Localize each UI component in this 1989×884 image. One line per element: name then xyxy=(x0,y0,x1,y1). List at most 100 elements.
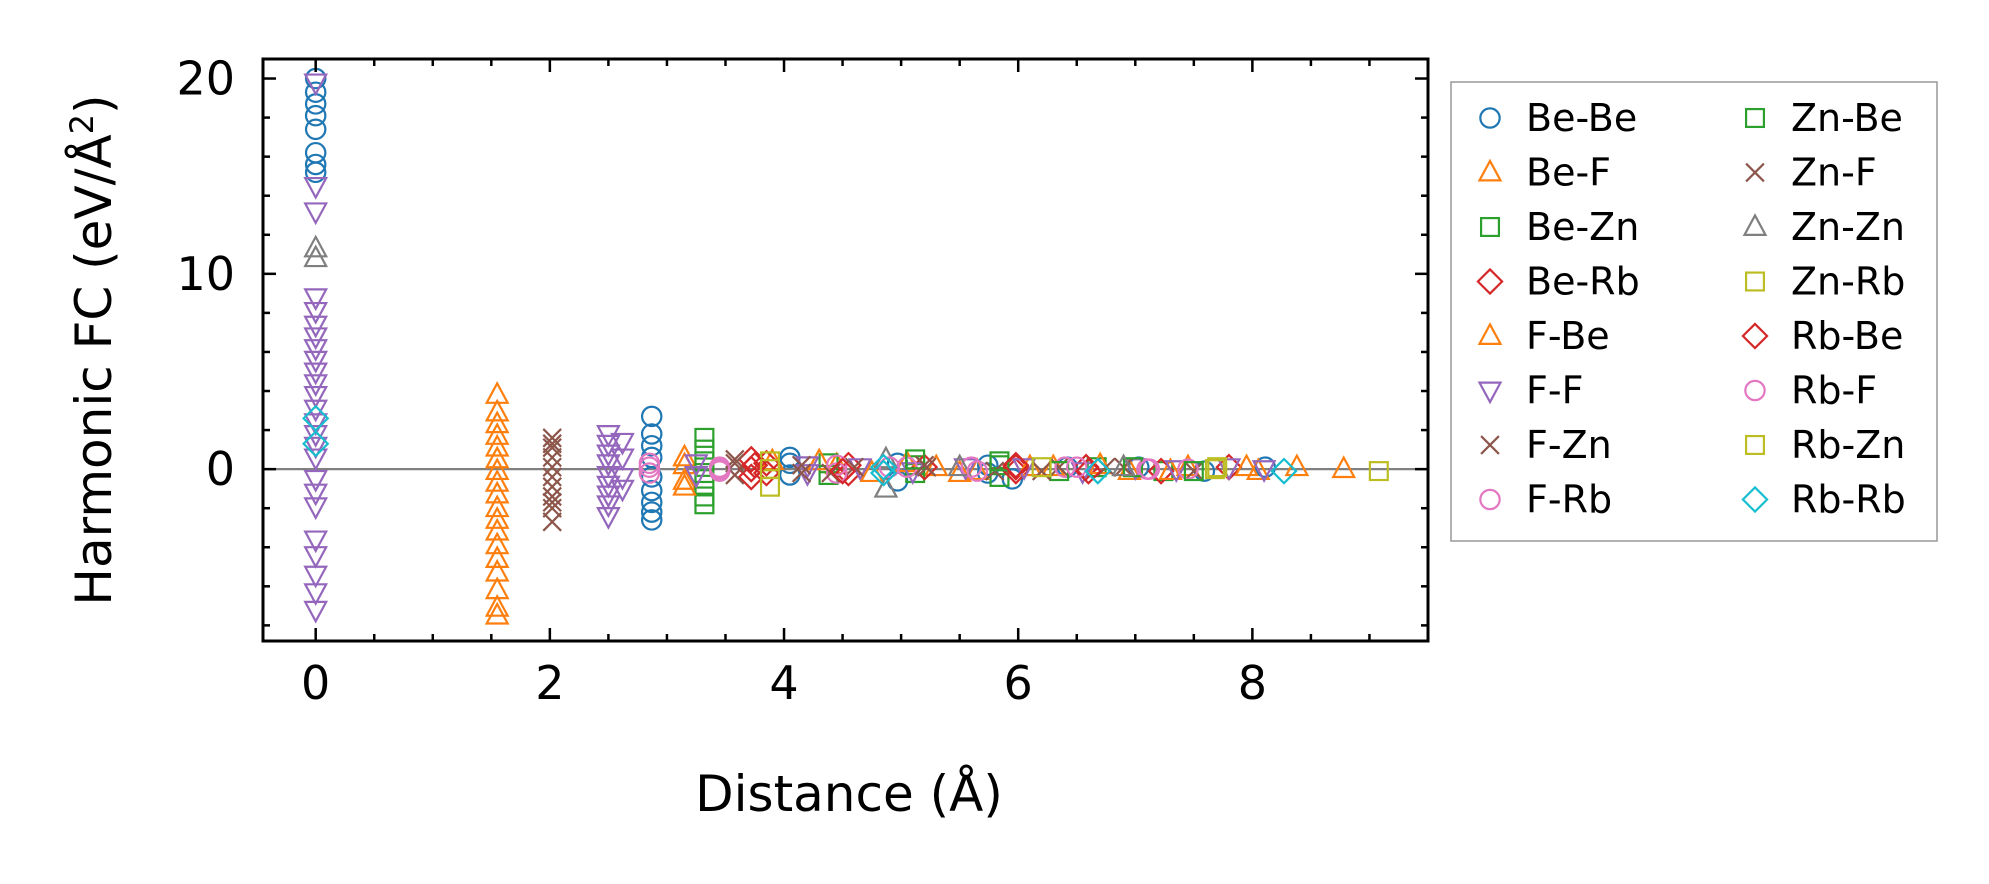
point-f-rb xyxy=(1054,456,1076,478)
legend-marker-rb-f xyxy=(1744,379,1766,402)
point-be-f xyxy=(484,517,510,541)
point-be-f xyxy=(484,433,510,457)
point-f-f xyxy=(596,495,621,519)
point-be-be xyxy=(304,104,327,127)
point-rb-rb xyxy=(869,453,898,481)
point-be-f xyxy=(1175,453,1201,477)
legend: Be-Be Be-F Be-Zn Be-Rb F-Be F-F F-Zn F-Rb Zn-Be Z… xyxy=(1476,96,1906,522)
point-f-f xyxy=(596,454,621,478)
legend-label-rb-rb: Rb-Rb xyxy=(1791,478,1906,522)
point-be-be xyxy=(640,491,663,514)
point-f-f xyxy=(303,362,329,386)
point-be-be xyxy=(304,118,327,141)
point-zn-f xyxy=(542,492,562,513)
point-be-f xyxy=(672,466,697,490)
point-f-f xyxy=(683,454,709,478)
point-zn-zn xyxy=(303,244,329,268)
point-f-f xyxy=(303,436,329,460)
point-zn-rb xyxy=(1204,459,1225,480)
x-tick-label: 4 xyxy=(769,656,798,710)
legend-marker-zn-be xyxy=(1744,107,1766,129)
y-axis-title-superscript: 2 xyxy=(63,114,101,134)
point-rb-be xyxy=(1002,451,1030,479)
point-be-zn xyxy=(694,494,715,515)
legend-label-f-rb: F-Rb xyxy=(1526,478,1612,522)
y-axis-title-close: ) xyxy=(65,94,123,114)
point-f-f xyxy=(303,583,329,607)
point-f-f xyxy=(303,385,329,409)
legend-marker-zn-rb xyxy=(1744,271,1766,292)
point-zn-be xyxy=(1183,461,1204,482)
point-f-f xyxy=(303,73,329,97)
legend-marker-be-f xyxy=(1477,158,1503,182)
point-be-f xyxy=(964,457,990,481)
point-zn-f xyxy=(821,463,841,483)
point-f-f xyxy=(303,327,329,351)
point-f-f xyxy=(303,350,329,374)
point-be-be xyxy=(304,93,327,115)
point-f-f xyxy=(303,315,329,339)
point-f-zn xyxy=(542,457,562,477)
point-rb-be xyxy=(828,457,857,485)
legend-label-be-f: Be-F xyxy=(1526,151,1611,195)
x-axis-title: Distance (Å) xyxy=(695,765,1003,823)
point-f-rb xyxy=(960,456,983,478)
point-f-f xyxy=(303,288,329,312)
point-f-be xyxy=(1158,457,1183,481)
y-tick-label: 0 xyxy=(206,442,235,496)
point-be-be xyxy=(976,454,999,476)
point-rb-rb xyxy=(869,459,898,487)
point-f-zn xyxy=(542,512,562,532)
point-f-f xyxy=(303,497,329,521)
legend-label-zn-f: Zn-F xyxy=(1791,151,1877,195)
point-be-be xyxy=(640,479,663,502)
point-f-f xyxy=(303,301,329,325)
legend-marker-rb-be xyxy=(1741,322,1769,350)
point-f-be xyxy=(484,593,510,617)
point-rb-rb xyxy=(1270,457,1298,485)
legend-marker-rb-zn xyxy=(1744,434,1766,456)
legend-label-zn-rb: Zn-Rb xyxy=(1791,260,1905,304)
legend-marker-zn-f xyxy=(1745,162,1765,183)
point-zn-f xyxy=(914,455,935,475)
x-tick-label: 8 xyxy=(1238,656,1267,710)
legend-marker-f-f xyxy=(1477,381,1503,405)
point-be-f xyxy=(484,531,510,555)
point-zn-rb xyxy=(1031,457,1052,478)
axis-tick-labels: 0 2 4 6 8 0 10 20 xyxy=(176,52,1267,710)
legend-marker-f-zn xyxy=(1480,435,1500,455)
point-f-f xyxy=(303,202,329,226)
point-f-be xyxy=(806,447,832,471)
point-zn-zn xyxy=(873,474,899,498)
point-f-f xyxy=(303,399,329,423)
point-f-f xyxy=(596,507,621,530)
legend-marker-be-zn xyxy=(1479,216,1501,238)
point-rb-f xyxy=(1065,456,1088,478)
point-rb-f xyxy=(878,456,901,478)
point-be-f xyxy=(484,410,510,434)
point-f-f xyxy=(1163,460,1189,483)
point-f-f xyxy=(303,565,329,589)
point-f-f xyxy=(303,176,329,200)
legend-marker-be-be xyxy=(1479,107,1501,129)
point-f-f xyxy=(303,546,329,569)
x-tick-label: 2 xyxy=(535,656,564,710)
legend-label-be-be: Be-Be xyxy=(1526,96,1637,140)
legend-marker-f-rb xyxy=(1479,488,1501,511)
y-axis-title-main: Harmonic FC (eV/Å xyxy=(65,134,123,605)
point-be-f xyxy=(484,480,510,504)
point-f-f xyxy=(303,469,329,493)
point-f-f xyxy=(1011,458,1037,482)
point-be-be xyxy=(304,161,327,184)
point-zn-f xyxy=(542,434,562,454)
point-be-f xyxy=(484,445,510,469)
point-f-zn xyxy=(791,463,812,483)
point-be-zn xyxy=(694,486,715,507)
point-f-be xyxy=(484,545,510,568)
legend-label-be-zn: Be-Zn xyxy=(1526,205,1639,249)
point-zn-be xyxy=(905,449,926,470)
legend-marker-f-be xyxy=(1477,322,1503,345)
legend-label-f-zn: F-Zn xyxy=(1526,423,1612,467)
point-be-f xyxy=(859,459,885,483)
